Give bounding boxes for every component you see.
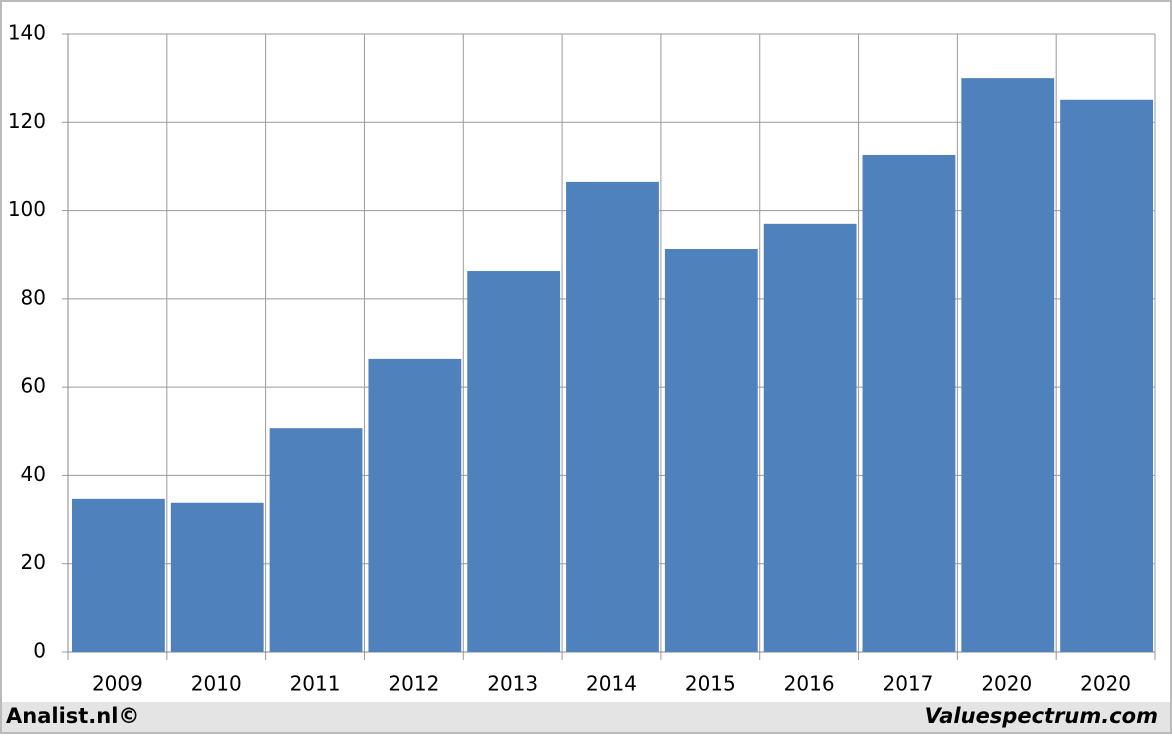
x-tick-label: 2014 <box>586 672 637 696</box>
x-tick-label: 2013 <box>487 672 538 696</box>
footer-band <box>2 702 1170 732</box>
x-tick-label: 2010 <box>191 672 242 696</box>
bar <box>170 502 264 652</box>
bar <box>961 78 1055 652</box>
x-tick-label: 2016 <box>784 672 835 696</box>
bar <box>862 154 956 653</box>
x-tick-label: 2020 <box>1080 672 1131 696</box>
y-tick-label: 20 <box>21 550 46 574</box>
x-tick-label: 2012 <box>388 672 439 696</box>
bar <box>72 498 165 652</box>
bar <box>467 271 561 652</box>
x-tick-label: 2015 <box>685 672 736 696</box>
y-tick-label: 80 <box>21 285 46 309</box>
bar <box>368 358 462 652</box>
y-tick-label: 60 <box>21 374 46 398</box>
x-tick-label: 2009 <box>92 672 143 696</box>
y-tick-label: 120 <box>8 109 46 133</box>
y-tick-label: 40 <box>21 462 46 486</box>
bar <box>269 428 363 652</box>
bar <box>566 181 659 652</box>
footer-right: Valuespectrum.com <box>925 704 1158 728</box>
footer-left: Analist.nl© <box>6 704 139 728</box>
y-tick-label: 100 <box>8 197 46 221</box>
y-tick-label: 140 <box>8 21 46 45</box>
bar <box>1060 99 1153 653</box>
bar <box>664 248 758 652</box>
x-tick-label: 2017 <box>883 672 934 696</box>
y-tick-label: 0 <box>33 639 46 663</box>
x-tick-label: 2011 <box>290 672 341 696</box>
bar <box>763 223 857 653</box>
x-tick-label: 2020 <box>981 672 1032 696</box>
